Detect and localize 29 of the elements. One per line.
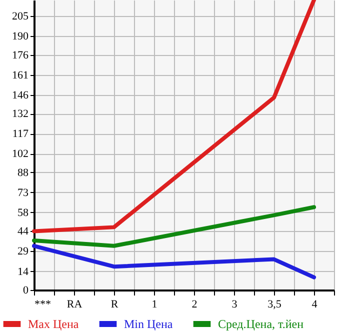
x-tick-label: 4 — [312, 298, 318, 310]
legend-label: Max Цена — [28, 317, 80, 331]
y-tick-label: 0 — [23, 284, 29, 296]
x-tick-label: 3,5 — [268, 298, 282, 310]
x-tick-label: 3 — [232, 298, 238, 310]
legend-label: Сред.Цена, т.йен — [218, 317, 304, 331]
y-tick-label: 102 — [12, 148, 28, 160]
y-tick-label: 146 — [12, 89, 29, 102]
y-tick-label: 73 — [18, 186, 29, 199]
x-tick-label: R — [110, 298, 119, 310]
legend-label: Min Цена — [124, 317, 174, 331]
y-tick-label: 190 — [12, 30, 29, 43]
line-series — [32, 0, 316, 234]
x-tick-label: RA — [66, 298, 82, 310]
y-tick-label: 14 — [18, 266, 29, 278]
y-tick-label: 58 — [18, 206, 29, 219]
x-tick-label: *** — [34, 298, 51, 310]
x-tick-label: 1 — [152, 298, 158, 310]
y-tick-label: 44 — [18, 226, 29, 238]
y-tick-label: 161 — [12, 69, 28, 82]
y-tick-label: 132 — [12, 108, 28, 120]
line-series — [32, 205, 316, 248]
y-tick-label: 205 — [12, 10, 29, 23]
y-tick-label: 176 — [12, 49, 29, 62]
y-tick-label: 88 — [18, 166, 29, 179]
x-tick-label: 2 — [192, 298, 198, 310]
y-tick-label: 117 — [12, 128, 29, 140]
line-series — [32, 244, 316, 280]
y-tick-label: 29 — [18, 246, 29, 258]
